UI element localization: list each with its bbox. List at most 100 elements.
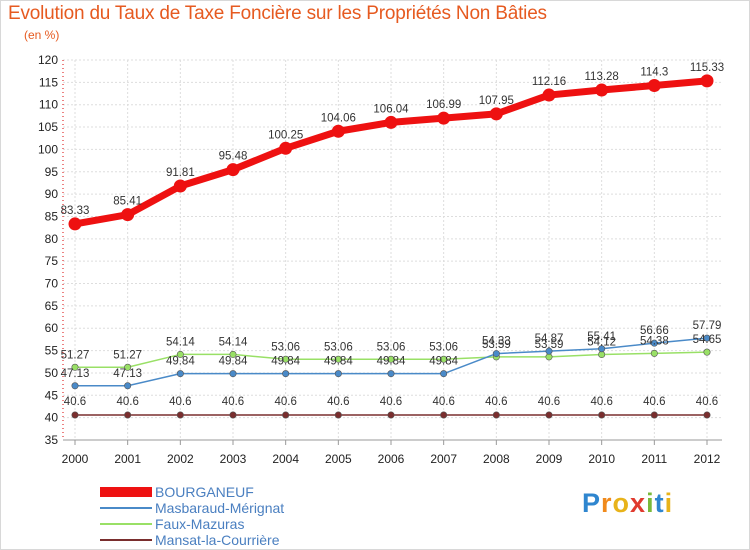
data-point xyxy=(331,124,345,138)
data-point xyxy=(334,355,342,363)
data-point xyxy=(176,411,184,419)
data-label: 40.6 xyxy=(380,396,402,408)
data-label: 114.3 xyxy=(640,66,668,78)
data-label: 40.6 xyxy=(64,396,86,408)
data-point xyxy=(124,411,132,419)
data-label: 40.6 xyxy=(485,396,507,408)
data-point xyxy=(173,179,187,193)
data-point xyxy=(387,411,395,419)
data-label: 115.33 xyxy=(690,62,724,74)
logo-letter: i xyxy=(664,488,674,518)
data-label: 113.28 xyxy=(585,71,619,83)
data-label: 107.95 xyxy=(479,95,514,107)
data-label: 53.06 xyxy=(377,341,406,353)
logo-letter: t xyxy=(654,488,665,518)
data-label: 95.48 xyxy=(219,151,248,163)
y-tick-label: 45 xyxy=(45,388,59,402)
data-label: 49.84 xyxy=(429,356,458,368)
data-point xyxy=(650,411,658,419)
y-tick-label: 95 xyxy=(45,165,59,179)
data-label: 100.25 xyxy=(268,129,303,141)
data-label: 83.33 xyxy=(61,205,90,217)
axes: 35 40 45 50 55 60 65 70 75 80 85 90 95 100 105 110 115 12… xyxy=(38,53,722,466)
y-tick-label: 50 xyxy=(45,366,59,380)
data-label: 53.59 xyxy=(535,339,564,351)
data-point xyxy=(440,411,448,419)
legend-label: Faux-Mazuras xyxy=(155,516,245,532)
data-label: 55.41 xyxy=(587,331,616,343)
logo-letter: r xyxy=(601,488,613,518)
data-label: 40.6 xyxy=(222,396,244,408)
data-point xyxy=(279,141,293,155)
legend-swatch xyxy=(100,487,152,497)
data-point xyxy=(598,345,606,353)
data-point xyxy=(700,74,714,88)
data-label: 40.6 xyxy=(327,396,349,408)
data-point xyxy=(489,107,503,121)
data-point xyxy=(71,411,79,419)
legend-label: Masbaraud-Mérignat xyxy=(155,500,285,516)
y-tick-label: 65 xyxy=(45,299,59,313)
legend-label: Mansat-la-Courrière xyxy=(155,532,280,548)
data-point xyxy=(229,411,237,419)
y-tick-label: 35 xyxy=(45,433,59,447)
data-point xyxy=(124,363,132,371)
data-point xyxy=(124,382,132,390)
data-label: 112.16 xyxy=(532,76,566,88)
y-tick-label: 110 xyxy=(39,98,58,112)
y-tick-label: 70 xyxy=(45,277,59,291)
chart-title: Evolution du Taux de Taxe Foncière sur l… xyxy=(8,3,547,24)
data-label: 85.41 xyxy=(113,196,142,208)
data-point xyxy=(334,370,342,378)
x-tick-label: 2004 xyxy=(272,452,299,466)
data-label: 40.6 xyxy=(432,396,454,408)
data-point xyxy=(492,411,500,419)
data-label: 40.6 xyxy=(116,396,138,408)
y-tick-label: 100 xyxy=(38,142,58,156)
legend-swatch xyxy=(100,539,152,541)
data-label: 40.6 xyxy=(274,396,296,408)
data-point xyxy=(282,370,290,378)
data-point xyxy=(440,370,448,378)
data-point xyxy=(647,78,661,92)
data-point xyxy=(121,208,135,222)
data-label: 40.6 xyxy=(696,396,718,408)
data-point xyxy=(440,355,448,363)
x-tick-label: 2003 xyxy=(220,452,247,466)
data-point xyxy=(492,350,500,358)
data-labels: 83.33 85.41 91.81 95.48 100.25 104.06 106.04 10… xyxy=(61,62,725,408)
data-label: 47.13 xyxy=(113,368,142,380)
y-tick-label: 80 xyxy=(45,232,59,246)
proxiti-logo: Proxiti xyxy=(582,488,673,519)
data-point xyxy=(650,349,658,357)
y-tick-label: 85 xyxy=(45,209,59,223)
x-tick-label: 2000 xyxy=(62,452,89,466)
data-label: 53.06 xyxy=(324,341,353,353)
y-tick-label: 90 xyxy=(45,187,59,201)
data-label: 40.6 xyxy=(538,396,560,408)
data-label: 54.14 xyxy=(219,336,248,348)
data-point xyxy=(384,115,398,129)
y-tick-label: 40 xyxy=(45,411,59,425)
data-label: 54.65 xyxy=(693,334,722,346)
data-point xyxy=(598,351,606,359)
data-label: 54.38 xyxy=(640,335,669,347)
chart-svg: 35 40 45 50 55 60 65 70 75 80 85 90 95 100 105 110 115 12… xyxy=(38,53,725,466)
data-label: 106.99 xyxy=(426,99,461,111)
data-label: 47.13 xyxy=(61,368,90,380)
data-point xyxy=(387,355,395,363)
y-tick-label: 120 xyxy=(38,53,58,67)
logo-letter: x xyxy=(630,488,647,518)
legend-swatch xyxy=(100,523,152,525)
x-tick-label: 2007 xyxy=(430,452,457,466)
logo-letter: P xyxy=(582,488,602,518)
data-label: 40.6 xyxy=(169,396,191,408)
x-tick-label: 2009 xyxy=(536,452,563,466)
data-point xyxy=(71,382,79,390)
data-label: 57.79 xyxy=(693,320,722,332)
x-tick-label: 2002 xyxy=(167,452,194,466)
data-point xyxy=(598,411,606,419)
data-label: 54.12 xyxy=(587,337,616,349)
x-tick-label: 2012 xyxy=(694,452,721,466)
x-tick-label: 2010 xyxy=(588,452,615,466)
